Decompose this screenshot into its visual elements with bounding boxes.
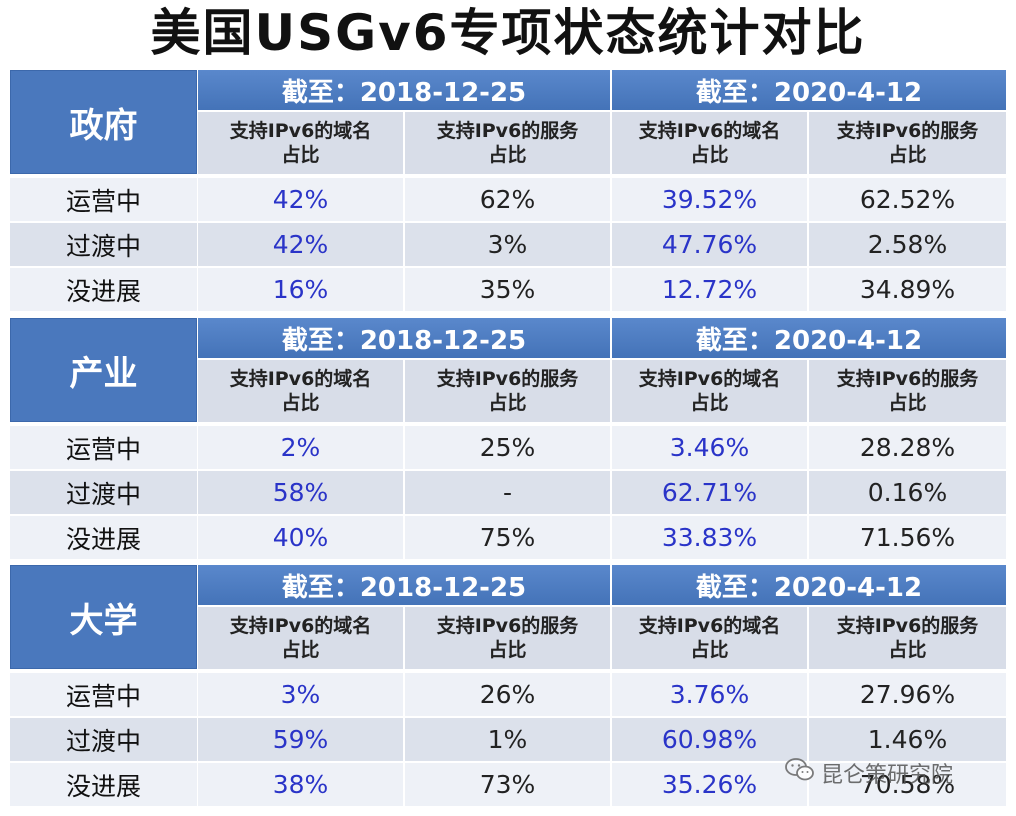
table-cell: 3% <box>198 673 403 716</box>
column-header: 支持IPv6的域名 占比 <box>612 360 807 422</box>
column-header: 支持IPv6的服务 占比 <box>405 112 610 174</box>
table-cell: 33.83% <box>612 516 807 559</box>
section-block: 大学 截至：2018-12-25 截至：2020-4-12 支持IPv6的域名 占比支… <box>10 565 1006 806</box>
table-row: 没进展 38% 73% 35.26% 70.58% <box>10 763 1006 806</box>
table-cell: 39.52% <box>612 178 807 221</box>
section-block: 政府 截至：2018-12-25 截至：2020-4-12 支持IPv6的域名 占比支… <box>10 70 1006 311</box>
column-header: 支持IPv6的域名 占比 <box>198 112 403 174</box>
table-cell: 1% <box>405 718 610 761</box>
wechat-icon <box>785 757 815 789</box>
table-row: 没进展 40% 75% 33.83% 71.56% <box>10 516 1006 559</box>
date-header: 截至：2020-4-12 <box>612 565 1006 605</box>
table-cell: 34.89% <box>809 268 1006 311</box>
date-header: 截至：2018-12-25 <box>198 70 610 110</box>
table-cell: 1.46% <box>809 718 1006 761</box>
watermark-text: 昆仑策研究院 <box>821 763 954 788</box>
table-cell: 3% <box>405 223 610 266</box>
table-cell: 62% <box>405 178 610 221</box>
row-label: 运营中 <box>10 673 197 716</box>
column-header: 支持IPv6的域名 占比 <box>198 607 403 669</box>
row-label: 没进展 <box>10 516 197 559</box>
table-cell: 0.16% <box>809 471 1006 514</box>
section-block: 产业 截至：2018-12-25 截至：2020-4-12 支持IPv6的域名 占比支… <box>10 318 1006 559</box>
table-cell: 71.56% <box>809 516 1006 559</box>
row-label: 没进展 <box>10 268 197 311</box>
date-header: 截至：2018-12-25 <box>198 318 610 358</box>
table-cell: 62.71% <box>612 471 807 514</box>
table-row: 过渡中 42% 3% 47.76% 2.58% <box>10 223 1006 266</box>
category-label: 产业 <box>10 318 197 422</box>
table-cell: 27.96% <box>809 673 1006 716</box>
table-row: 运营中 42% 62% 39.52% 62.52% <box>10 178 1006 221</box>
column-header: 支持IPv6的域名 占比 <box>612 607 807 669</box>
table-cell: 62.52% <box>809 178 1006 221</box>
table-cell: 3.46% <box>612 426 807 469</box>
table-cell: 73% <box>405 763 610 806</box>
table-row: 运营中 2% 25% 3.46% 28.28% <box>10 426 1006 469</box>
table-cell: 25% <box>405 426 610 469</box>
table-cell: 35% <box>405 268 610 311</box>
table-cell: 58% <box>198 471 403 514</box>
table-cell: - <box>405 471 610 514</box>
table-cell: 47.76% <box>612 223 807 266</box>
date-header: 截至：2020-4-12 <box>612 318 1006 358</box>
table-cell: 2.58% <box>809 223 1006 266</box>
table-row: 没进展 16% 35% 12.72% 34.89% <box>10 268 1006 311</box>
date-header: 截至：2018-12-25 <box>198 565 610 605</box>
column-header: 支持IPv6的服务 占比 <box>405 607 610 669</box>
table-cell: 3.76% <box>612 673 807 716</box>
table-row: 过渡中 58% -62.71% 0.16% <box>10 471 1006 514</box>
table-cell: 28.28% <box>809 426 1006 469</box>
column-header: 支持IPv6的服务 占比 <box>809 360 1006 422</box>
table-cell: 42% <box>198 223 403 266</box>
column-header: 支持IPv6的服务 占比 <box>809 607 1006 669</box>
row-label: 过渡中 <box>10 718 197 761</box>
table-cell: 35.26% <box>612 763 807 806</box>
row-label: 过渡中 <box>10 471 197 514</box>
table-cell: 42% <box>198 178 403 221</box>
watermark: 昆仑策研究院 <box>785 758 953 788</box>
table-cell: 75% <box>405 516 610 559</box>
table-cell: 38% <box>198 763 403 806</box>
table-cell: 59% <box>198 718 403 761</box>
page-title: 美国USGv6专项状态统计对比 <box>150 4 866 62</box>
column-header: 支持IPv6的服务 占比 <box>405 360 610 422</box>
column-header: 支持IPv6的域名 占比 <box>198 360 403 422</box>
category-label: 政府 <box>10 70 197 174</box>
category-label: 大学 <box>10 565 197 669</box>
column-header: 支持IPv6的域名 占比 <box>612 112 807 174</box>
table-row: 过渡中 59% 1% 60.98% 1.46% <box>10 718 1006 761</box>
table-row: 运营中 3% 26% 3.76% 27.96% <box>10 673 1006 716</box>
table-cell: 60.98% <box>612 718 807 761</box>
row-label: 没进展 <box>10 763 197 806</box>
table-cell: 12.72% <box>612 268 807 311</box>
row-label: 运营中 <box>10 178 197 221</box>
column-header: 支持IPv6的服务 占比 <box>809 112 1006 174</box>
date-header: 截至：2020-4-12 <box>612 70 1006 110</box>
table-cell: 70.58% <box>809 763 1006 806</box>
row-label: 运营中 <box>10 426 197 469</box>
table-cell: 16% <box>198 268 403 311</box>
table-cell: 40% <box>198 516 403 559</box>
table-cell: 2% <box>198 426 403 469</box>
table-cell: 26% <box>405 673 610 716</box>
row-label: 过渡中 <box>10 223 197 266</box>
